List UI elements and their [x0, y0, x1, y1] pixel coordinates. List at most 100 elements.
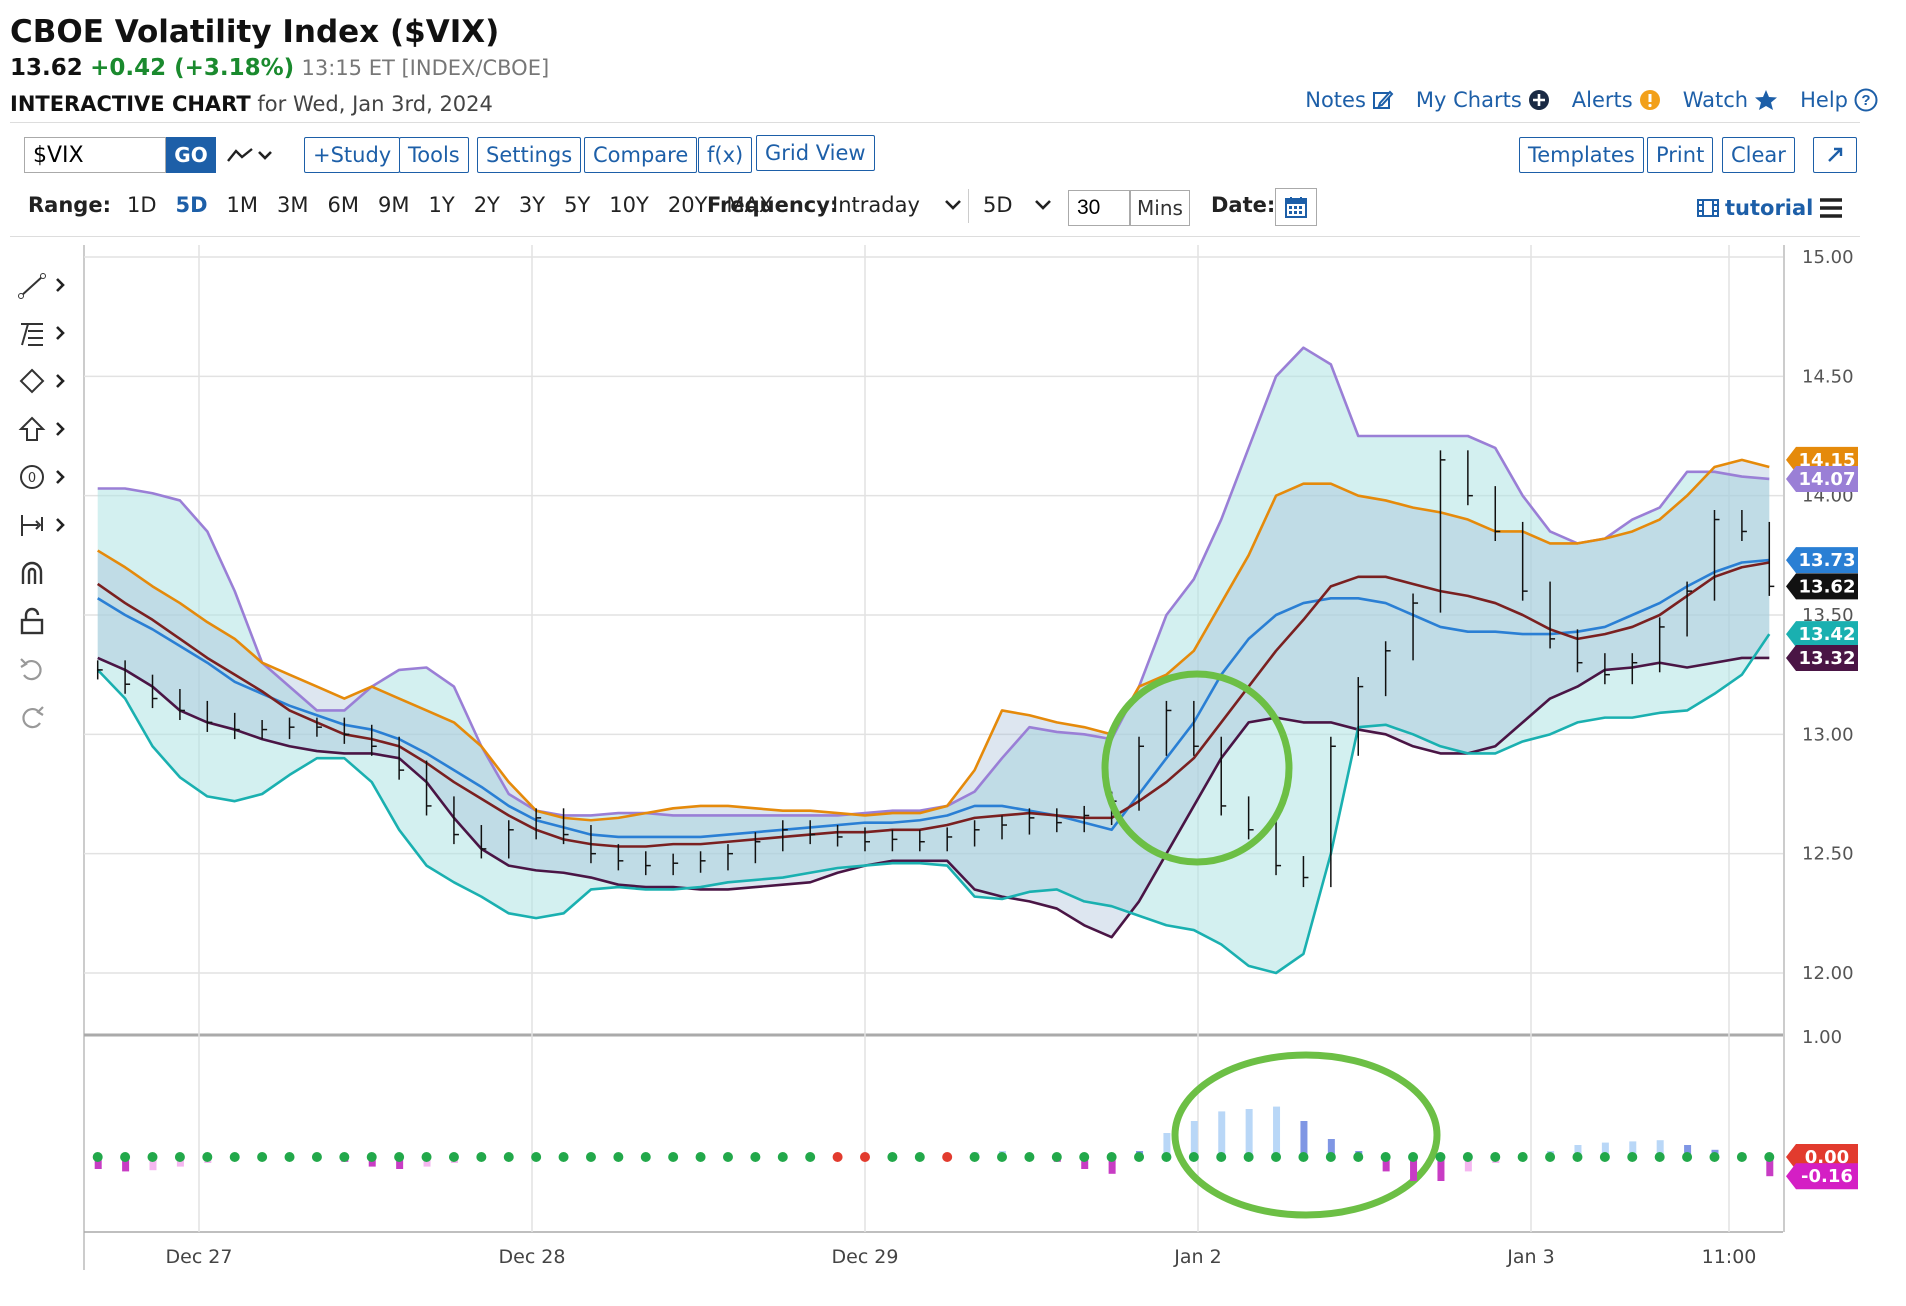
- osc-bar: [752, 1157, 760, 1158]
- shape-tool-button[interactable]: [18, 364, 74, 398]
- watch-link[interactable]: Watch: [1683, 88, 1778, 112]
- top-links: Notes My Charts Alerts Watch Help ?: [1305, 88, 1878, 112]
- divider: [10, 122, 1860, 123]
- range-option-9m[interactable]: 9M: [378, 193, 410, 217]
- range-option-6m[interactable]: 6M: [327, 193, 359, 217]
- mins-label: Mins: [1130, 190, 1190, 226]
- range-option-5y[interactable]: 5Y: [564, 193, 591, 217]
- alerts-link[interactable]: Alerts: [1572, 88, 1661, 112]
- mins-input[interactable]: [1068, 190, 1130, 226]
- price-badge-bg: [1786, 621, 1858, 648]
- price-badge-bg: [1786, 465, 1858, 492]
- osc-bar: [1327, 1139, 1335, 1157]
- period-select[interactable]: 5D: [983, 193, 1053, 217]
- squeeze-dot: [531, 1152, 542, 1162]
- range-option-max[interactable]: MAX: [726, 193, 774, 217]
- price-badge: 13.32: [1799, 648, 1856, 669]
- osc-bar: [1136, 1151, 1144, 1157]
- range-option-5d[interactable]: 5D: [175, 193, 208, 217]
- osc-bar: [971, 1152, 979, 1157]
- squeeze-dot: [668, 1152, 679, 1162]
- osc-bar: [94, 1157, 102, 1169]
- range-option-2y[interactable]: 2Y: [473, 193, 500, 217]
- range-option-1y[interactable]: 1Y: [428, 193, 455, 217]
- print-button[interactable]: Print: [1647, 137, 1714, 173]
- fib-tool-button[interactable]: [18, 316, 74, 350]
- calendar-icon: [1285, 197, 1307, 218]
- osc-bar: [724, 1157, 732, 1158]
- settings-button[interactable]: Settings: [477, 137, 582, 173]
- text-tool-icon: 0: [20, 465, 44, 489]
- study-button[interactable]: +Study: [304, 137, 401, 173]
- osc-bar: [1766, 1157, 1774, 1177]
- compare-button[interactable]: Compare: [584, 137, 698, 173]
- grid-view-button[interactable]: Grid View: [756, 135, 875, 171]
- chart-type-selector[interactable]: [226, 143, 276, 171]
- symbol-input[interactable]: [24, 137, 166, 173]
- price-change: +0.42 (+3.18%): [90, 55, 295, 81]
- notes-link[interactable]: Notes: [1305, 88, 1394, 112]
- squeeze-dot: [997, 1152, 1008, 1162]
- hamburger-icon: [1820, 198, 1842, 218]
- squeeze-dot: [1408, 1152, 1419, 1162]
- squeeze-dot: [1051, 1152, 1062, 1162]
- squeeze-dot: [448, 1152, 459, 1162]
- squeeze-dot: [229, 1152, 240, 1162]
- osc-bar: [587, 1157, 595, 1158]
- watch-label: Watch: [1682, 88, 1749, 112]
- squeeze-dot: [1024, 1152, 1035, 1162]
- my-charts-label: My Charts: [1415, 88, 1522, 112]
- osc-bar: [1026, 1157, 1034, 1158]
- range-option-3y[interactable]: 3Y: [518, 193, 546, 217]
- range-option-10y[interactable]: 10Y: [609, 193, 649, 217]
- squeeze-dot: [1572, 1152, 1583, 1162]
- osc-tick: 1.00: [1802, 1027, 1842, 1048]
- squeeze-dot: [1106, 1152, 1117, 1162]
- osc-badge-bg: [1786, 1144, 1858, 1170]
- osc-bar: [341, 1157, 349, 1162]
- measure-tool-button[interactable]: [18, 508, 74, 542]
- go-button[interactable]: GO: [166, 137, 216, 173]
- lock-button[interactable]: [18, 604, 74, 638]
- range-option-1d[interactable]: 1D: [126, 193, 157, 217]
- expand-button[interactable]: [1813, 137, 1857, 173]
- range-option-20y[interactable]: 20Y: [667, 193, 708, 217]
- osc-bar: [697, 1155, 705, 1157]
- chart-grid: [83, 245, 1785, 1270]
- series-line-4: [97, 656, 1770, 939]
- help-link[interactable]: Help ?: [1800, 88, 1878, 112]
- squeeze-dot: [147, 1152, 158, 1162]
- magnet-button[interactable]: [18, 556, 74, 590]
- osc-badge-bg: [1786, 1163, 1858, 1190]
- fx-button[interactable]: f(x): [698, 137, 753, 173]
- redo-button[interactable]: [18, 700, 74, 734]
- osc-badge: 0.00: [1805, 1147, 1849, 1168]
- squeeze-dot: [969, 1152, 980, 1162]
- squeeze-dot: [1627, 1152, 1638, 1162]
- range-option-3m[interactable]: 3M: [277, 193, 309, 217]
- templates-button[interactable]: Templates: [1519, 137, 1644, 173]
- shape-tool-icon: [19, 368, 45, 394]
- squeeze-dot: [1188, 1152, 1199, 1162]
- tools-button[interactable]: Tools: [399, 137, 469, 173]
- osc-bar: [1711, 1149, 1719, 1157]
- menu-button[interactable]: [1818, 197, 1844, 223]
- osc-bar: [1108, 1157, 1116, 1174]
- tutorial-link[interactable]: tutorial: [1697, 196, 1813, 220]
- range-option-1m[interactable]: 1M: [226, 193, 259, 217]
- divider: [968, 189, 969, 223]
- squeeze-dot: [92, 1152, 103, 1162]
- clear-button[interactable]: Clear: [1722, 137, 1795, 173]
- osc-bar: [1273, 1106, 1281, 1157]
- squeeze-dot: [1216, 1152, 1227, 1162]
- arrow-tool-button[interactable]: [18, 412, 74, 446]
- date-picker-button[interactable]: [1275, 188, 1317, 226]
- squeeze-dot: [1325, 1152, 1336, 1162]
- my-charts-link[interactable]: My Charts: [1416, 88, 1550, 112]
- line-tool-button[interactable]: [18, 268, 74, 302]
- text-tool-button[interactable]: 0: [18, 460, 74, 494]
- frequency-select[interactable]: Intraday: [832, 193, 963, 217]
- squeeze-dot: [887, 1152, 898, 1162]
- price-badge: 14.07: [1799, 469, 1856, 490]
- undo-button[interactable]: [18, 652, 74, 686]
